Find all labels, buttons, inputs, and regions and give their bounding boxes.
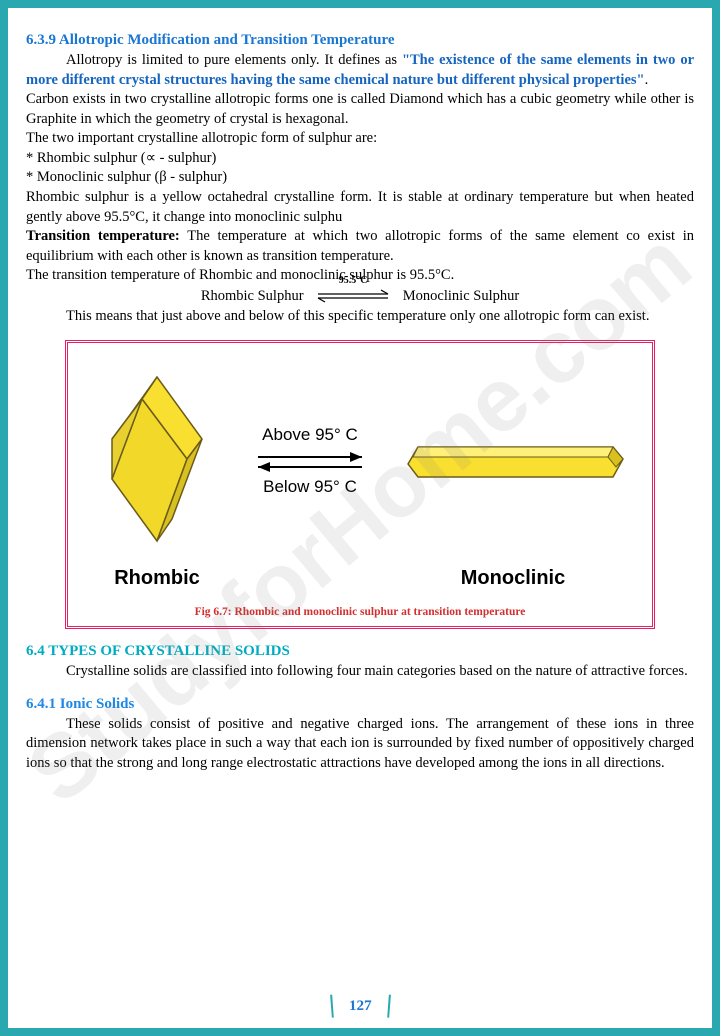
eq-left: Rhombic Sulphur xyxy=(201,288,304,304)
heading-639: 6.3.9 Allotropic Modification and Transi… xyxy=(26,32,694,49)
heading-641: 6.4.1 Ionic Solids xyxy=(26,696,694,713)
below-label: Below 95° C xyxy=(263,477,357,497)
para-639-5: Transition temperature: The temperature … xyxy=(26,227,694,266)
monoclinic-crystal xyxy=(398,429,628,494)
heading-64: 6.4 TYPES OF CRYSTALLINE SOLIDS xyxy=(26,643,694,660)
para-639-3: The two important crystalline allotropic… xyxy=(26,129,694,149)
rhombic-crystal-icon xyxy=(92,369,222,549)
para-641-1: These solids consist of positive and neg… xyxy=(26,715,694,774)
eq-temp: 95.5°C xyxy=(313,275,393,286)
para-639-1: Allotropy is limited to pure elements on… xyxy=(26,51,694,90)
page-number-wrap: 127 xyxy=(8,995,712,1018)
p1b: . xyxy=(645,72,649,88)
transition-arrows: Above 95° C Below 95° C xyxy=(250,425,370,497)
eq-right: Monoclinic Sulphur xyxy=(403,288,519,304)
textbook-page: StudyforHome.com 6.3.9 Allotropic Modifi… xyxy=(8,8,712,1028)
bullet-1: * Rhombic sulphur (∝ - sulphur) xyxy=(26,149,694,169)
monoclinic-crystal-icon xyxy=(398,429,628,489)
equilibrium-equation: Rhombic Sulphur 95.5°C Monoclinic Sulphu… xyxy=(26,288,694,305)
equilibrium-arrow-icon: 95.5°C xyxy=(313,289,393,303)
para-639-2: Carbon exists in two crystalline allotro… xyxy=(26,90,694,129)
para-64-1: Crystalline solids are classified into f… xyxy=(26,662,694,682)
figure-inner: Above 95° C Below 95° C xyxy=(78,361,642,561)
para-639-4: Rhombic sulphur is a yellow octahedral c… xyxy=(26,188,694,227)
page-number: 127 xyxy=(330,995,390,1018)
p1a: Allotropy is limited to pure elements on… xyxy=(66,52,402,68)
figure-6-7: Above 95° C Below 95° C xyxy=(65,340,655,629)
rhombic-crystal xyxy=(92,369,222,554)
rhombic-label: Rhombic xyxy=(92,567,222,590)
trans-temp-label: Transition temperature: xyxy=(26,228,180,244)
figure-caption: Fig 6.7: Rhombic and monoclinic sulphur … xyxy=(78,606,642,618)
bullet-2: * Monoclinic sulphur (β - sulphur) xyxy=(26,168,694,188)
page-content: 6.3.9 Allotropic Modification and Transi… xyxy=(26,32,694,774)
para-639-7: This means that just above and below of … xyxy=(26,307,694,327)
double-arrow-icon xyxy=(250,447,370,475)
above-label: Above 95° C xyxy=(262,425,358,445)
monoclinic-label: Monoclinic xyxy=(398,567,628,590)
